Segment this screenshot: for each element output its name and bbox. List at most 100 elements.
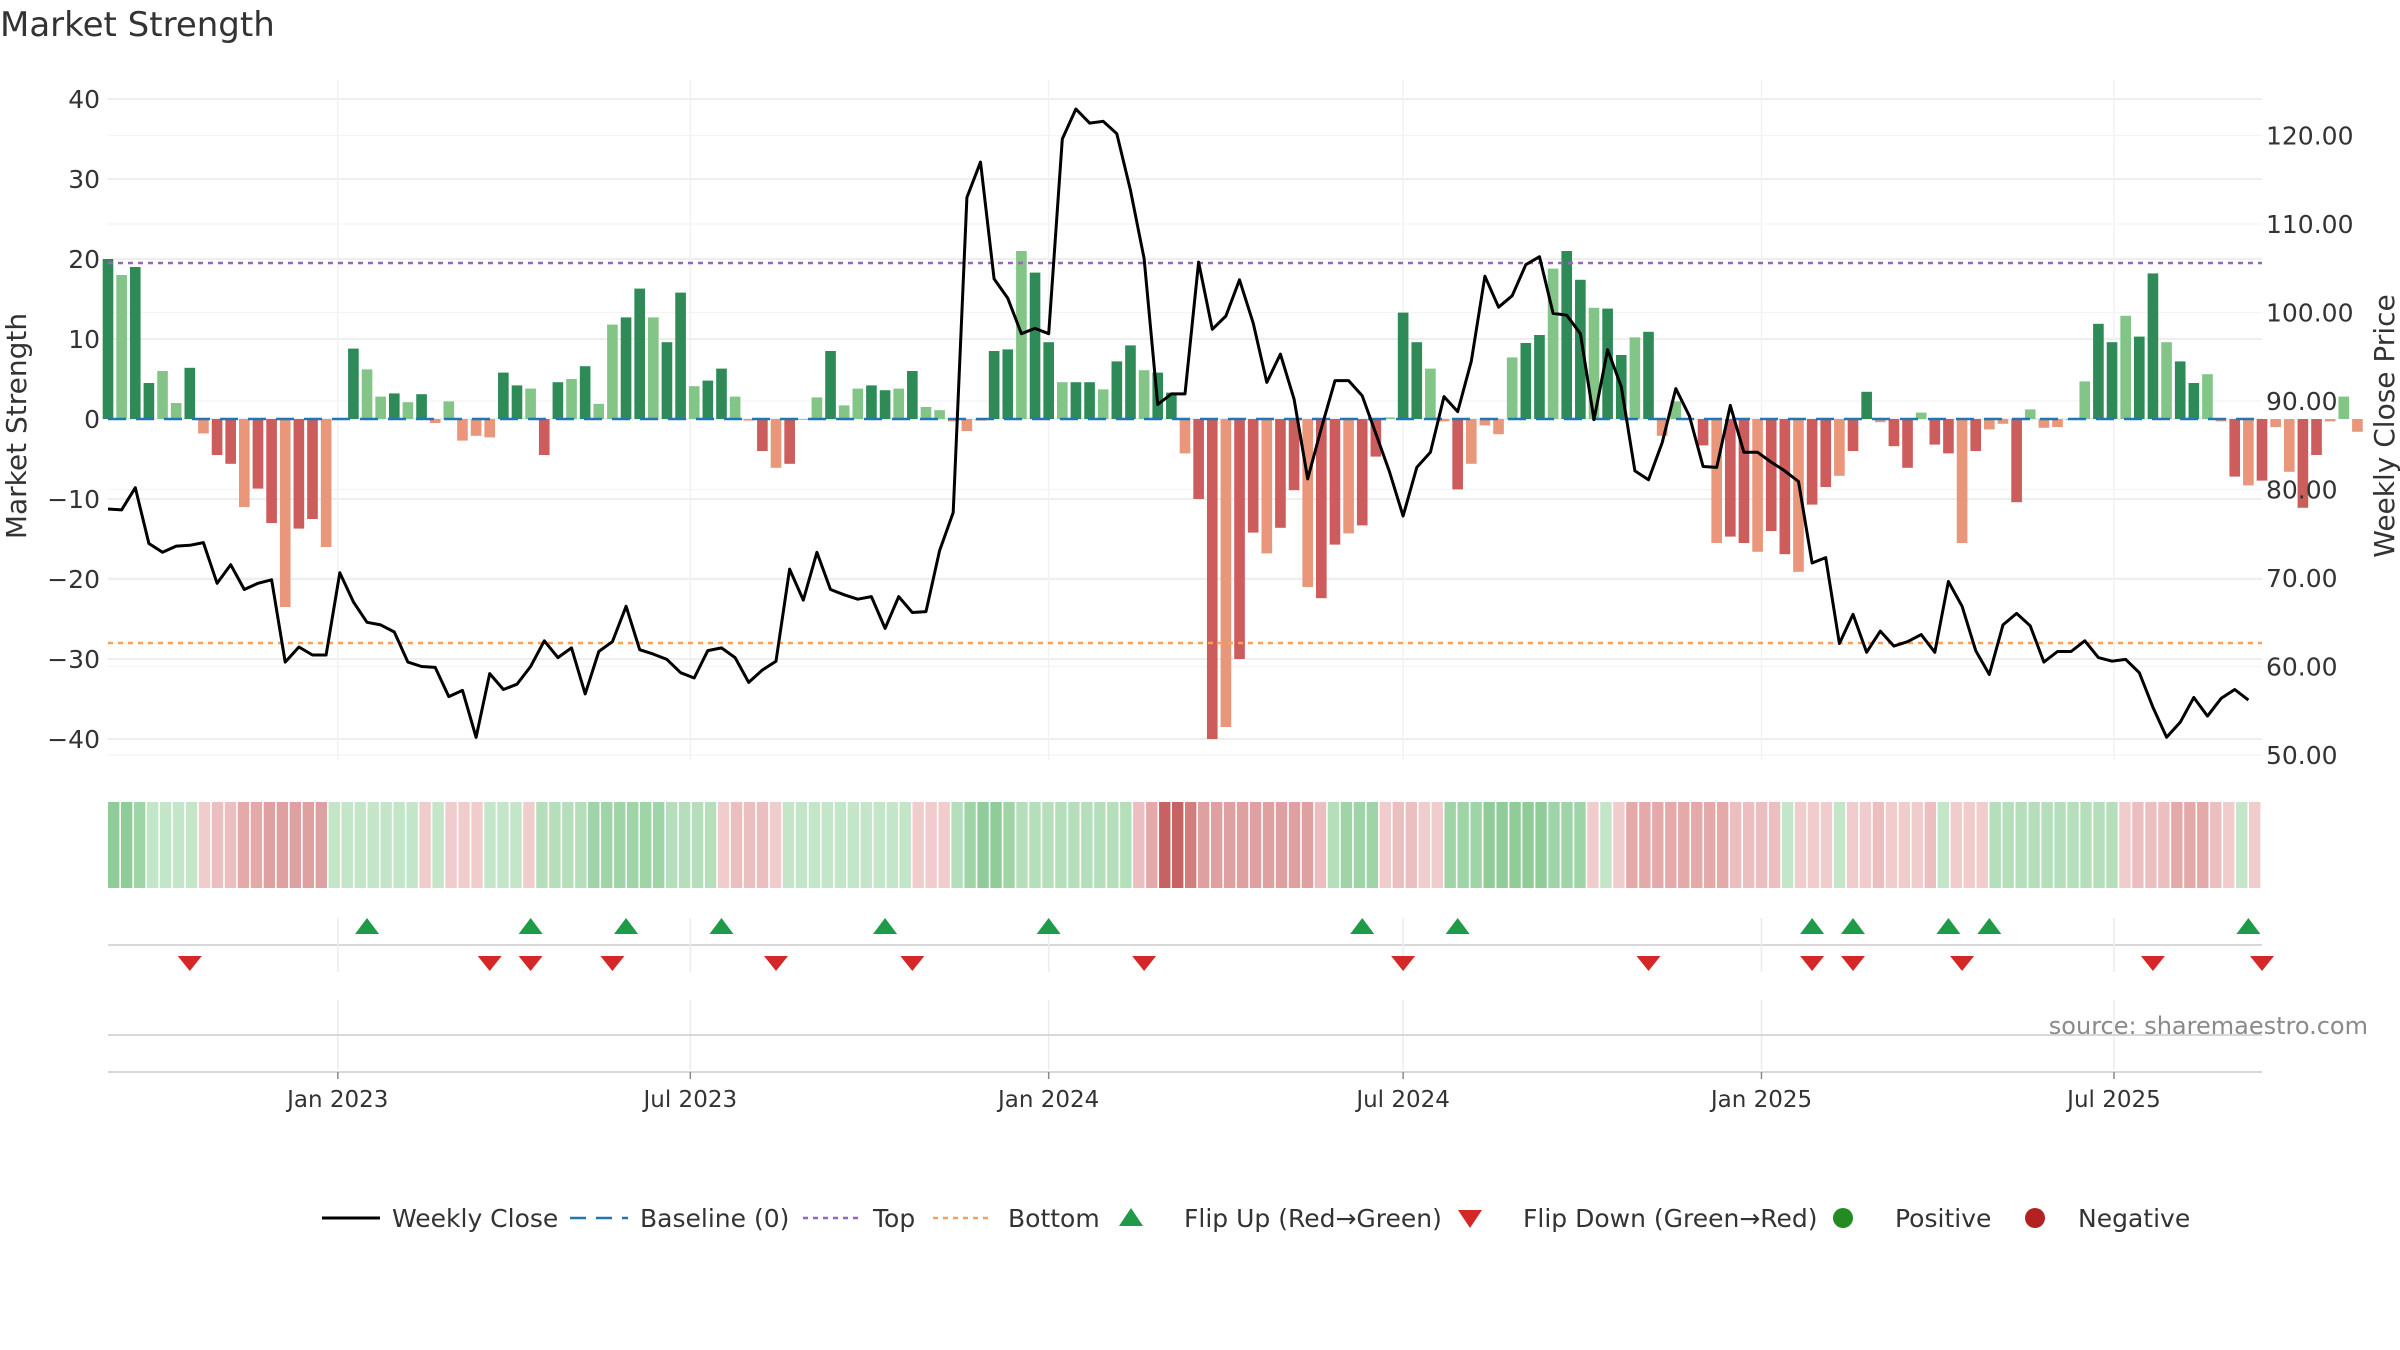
strength-bar [593,403,605,419]
flip-markers [108,918,2274,1070]
regime-cell [1691,802,1703,888]
strength-bar [1002,349,1014,419]
regime-cell [1522,802,1534,888]
strength-bar [1915,412,1927,419]
strength-bar [320,419,332,547]
strength-bar [1302,419,1314,587]
x-tick-label: Jul 2025 [2065,1087,2161,1113]
strength-bar [634,288,646,419]
strength-bar [797,419,809,420]
strength-bar [2243,419,2254,486]
flip-up-marker [1977,918,2002,934]
regime-cell [1755,802,1768,888]
strength-bar [279,419,291,607]
strength-bar [2283,419,2295,472]
regime-cell [1055,802,1067,888]
strength-bar [225,419,237,464]
regime-cell [860,802,872,888]
regime-cell [2145,802,2157,888]
regime-cell [302,802,315,888]
regime-cell [2223,802,2235,888]
regime-cell [899,802,911,888]
flip-down-marker [177,956,202,971]
strength-bar [116,275,127,419]
strength-bar [211,419,223,455]
legend-swatch-flip-down [1458,1210,1482,1228]
flip-down-marker [477,956,502,971]
legend-label: Bottom [1008,1204,1100,1233]
weekly-close-line [107,107,2250,739]
strength-bar [2188,383,2200,419]
strength-bars [102,251,2363,739]
regime-cell [367,802,379,888]
regime-cell [1548,802,1560,888]
strength-bar [1452,419,1463,490]
regime-cell [1120,802,1132,888]
legend-item: Baseline (0) [570,1204,789,1233]
strength-bar [934,410,945,419]
strength-bar [566,379,577,419]
legend-label: Negative [2078,1204,2190,1233]
strength-bar [1902,419,1913,468]
y-tick-right: 60.00 [2266,653,2338,682]
strength-bar [293,419,305,529]
strength-bar [1588,307,1600,419]
regime-cell [380,802,392,888]
legend-swatch-flip-up [1119,1208,1143,1226]
strength-bar [988,351,1000,419]
regime-cell [1172,802,1184,888]
regime-cell [1742,802,1755,888]
strength-bar [2079,381,2091,419]
strength-bar [511,385,523,419]
regime-cell [1898,802,1911,888]
strength-bar [1929,419,1941,445]
regime-cell [1483,802,1495,888]
strength-bar [1711,419,1723,543]
legend-label: Top [872,1204,915,1233]
regime-cell [1950,802,1962,888]
strength-bar [961,419,973,431]
regime-cell [1159,802,1171,888]
strength-bar [1465,419,1477,464]
strength-bar [620,317,632,419]
regime-cell [1911,802,1924,888]
strength-bar [1193,419,1204,499]
strength-bar [239,419,250,507]
strength-bar [879,390,891,419]
strength-bar [375,396,386,419]
flip-up-marker [709,918,734,934]
regime-cell [1210,802,1223,888]
regime-cell [237,802,250,888]
y-tick-left: 10 [68,325,100,354]
y-tick-left: −20 [47,565,100,594]
strength-bar [1097,389,1109,419]
strength-bar [1275,419,1286,528]
strength-bar [170,403,182,419]
regime-cell [964,802,976,888]
regime-cell [1275,802,1288,888]
strength-bar [907,371,918,419]
strength-bar [757,419,768,451]
strength-bar [1438,419,1450,422]
flip-up-marker [1445,918,1470,934]
regime-cell [133,802,146,888]
regime-cell [198,802,211,888]
regime-cell [821,802,834,888]
regime-cell [1314,802,1327,888]
strength-bar [1806,419,1818,505]
regime-cell [575,802,587,888]
x-tick-label: Jul 2023 [642,1087,738,1113]
strength-bar [2106,342,2118,419]
strength-bar [702,380,714,419]
regime-cell [795,802,808,888]
flip-down-marker [1132,956,1157,971]
strength-bar [1138,370,1150,419]
strength-bar [1111,361,1123,419]
regime-cell [1353,802,1366,888]
regime-cell [951,802,963,888]
regime-cell [432,802,444,888]
regime-cell [886,802,898,888]
regime-cell [1574,802,1586,888]
strength-bar [1261,419,1273,554]
strength-bar [1234,419,1245,659]
